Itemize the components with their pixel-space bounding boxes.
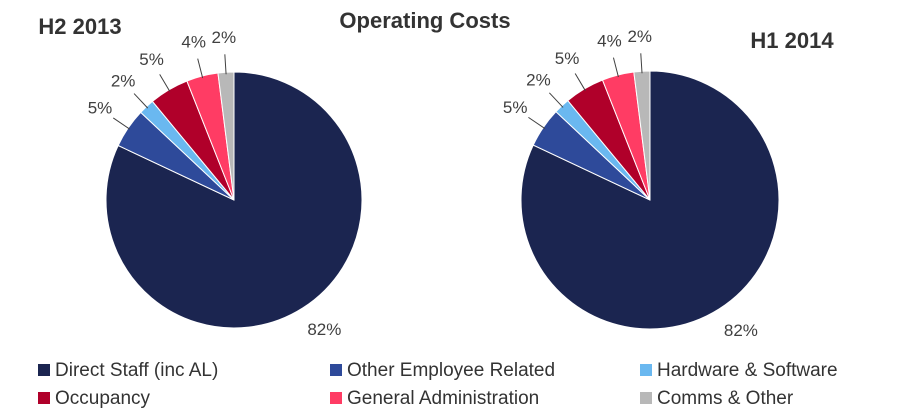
legend-swatch [330,392,342,404]
legend-swatch [330,364,342,376]
leader-line [133,93,149,109]
legend-label: Direct Staff (inc AL) [55,360,218,381]
data-label: 2% [212,28,237,47]
legend-swatch [640,392,652,404]
data-label: 4% [597,32,622,51]
legend-swatch [38,364,50,376]
data-label: 5% [503,98,528,117]
legend-swatch [38,392,50,404]
data-label: 5% [88,98,113,117]
leader-line [159,74,171,92]
leader-line [574,73,586,91]
data-label: 2% [526,71,551,90]
pie-slice [520,70,780,330]
leader-line [640,53,643,74]
legend-label: General Administration [347,388,539,409]
data-label: 82% [307,320,341,339]
chart-title: Operating Costs [339,8,510,33]
data-label: 5% [139,50,164,69]
legend-label: Occupancy [55,388,151,409]
data-label: 82% [724,321,758,340]
data-label: 4% [181,33,206,52]
pie-title: H2 2013 [38,14,121,39]
leader-line [112,117,131,130]
data-label: 2% [627,27,652,46]
legend-label: Hardware & Software [657,360,838,381]
legend-label: Other Employee Related [347,360,555,381]
leader-line [549,92,564,108]
legend-swatch [640,364,652,376]
leader-line [612,57,619,78]
data-label: 2% [111,71,136,90]
pie-title: H1 2014 [750,28,834,53]
data-label: 5% [555,49,580,68]
leader-line [224,54,227,75]
pie-slice [105,71,363,329]
legend-label: Comms & Other [657,388,794,409]
leader-line [197,58,204,79]
leader-line [528,116,546,130]
